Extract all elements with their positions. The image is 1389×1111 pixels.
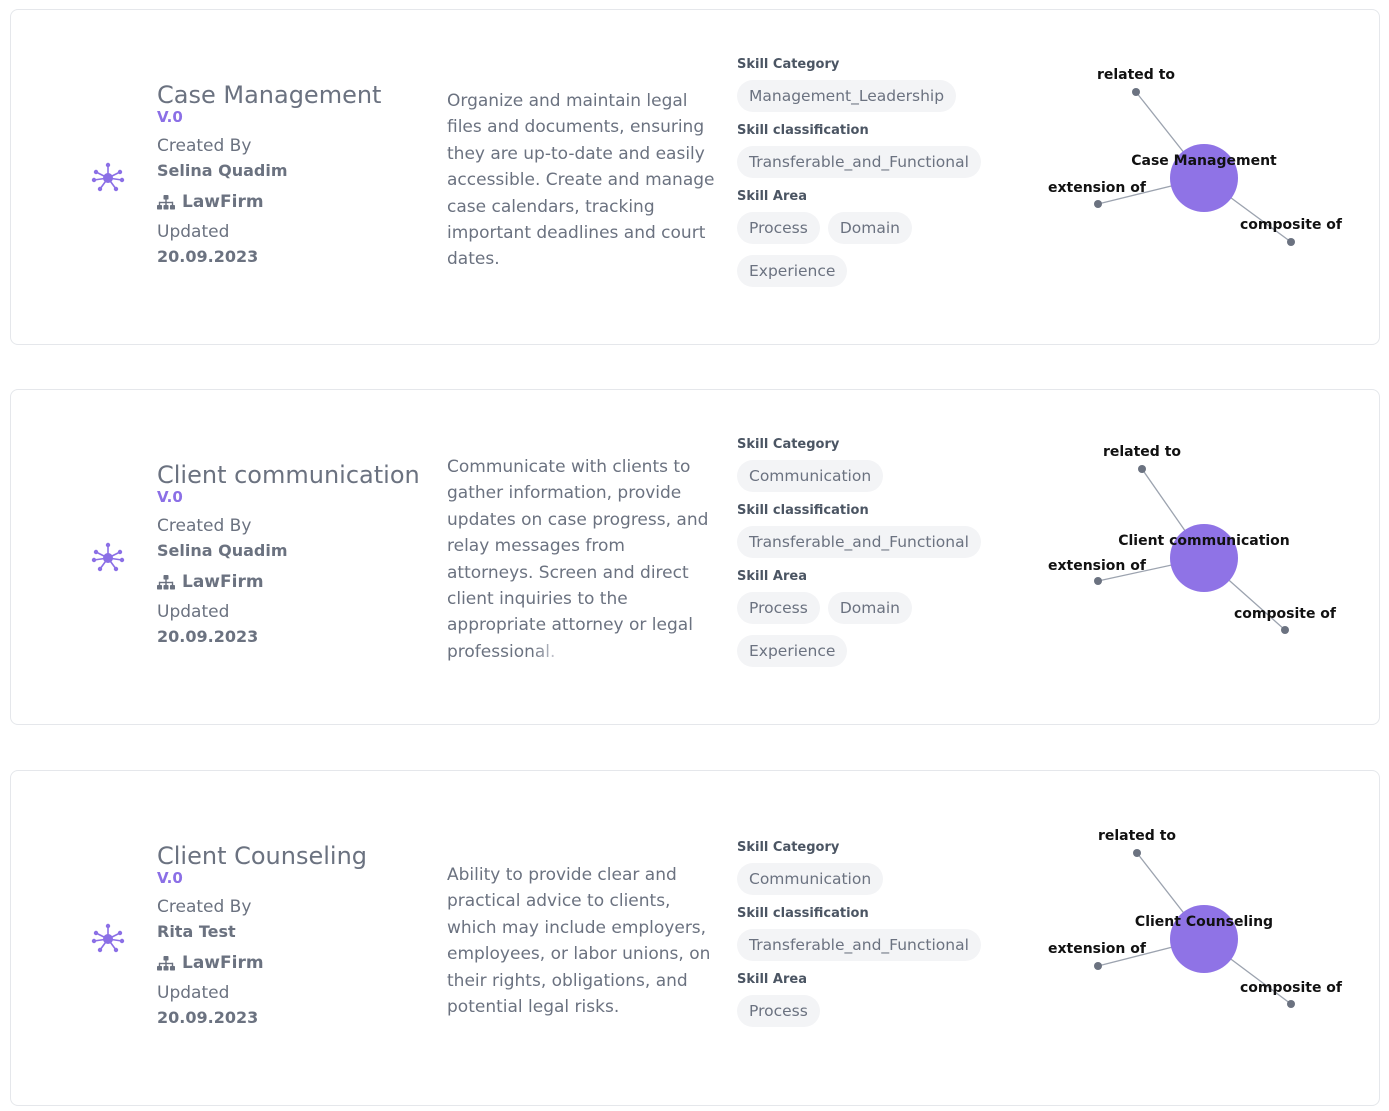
skill-card[interactable]: Case Management V.0 Created By Selina Qu… xyxy=(10,9,1380,345)
center-node[interactable] xyxy=(1170,144,1238,212)
skill-area-chip: Domain xyxy=(827,592,912,624)
center-node[interactable] xyxy=(1170,905,1238,973)
creator-name: Selina Quadim xyxy=(157,541,288,560)
organization: LawFirm xyxy=(157,952,427,974)
description-text: Communicate with clients to gather infor… xyxy=(447,457,709,662)
description-text: Organize and maintain legal files and do… xyxy=(447,91,715,270)
skill-description: Ability to provide clear and practical a… xyxy=(447,862,715,1020)
skill-category-label: Skill Category xyxy=(737,840,840,855)
skill-title[interactable]: Case Management xyxy=(157,81,382,109)
skill-version: V.0 xyxy=(157,869,183,887)
skill-area-chip: Process xyxy=(737,995,820,1027)
skill-relation-graph[interactable]: related to extension of composite of Cas… xyxy=(1041,65,1371,265)
related-node[interactable] xyxy=(1138,465,1146,473)
skill-card[interactable]: Client communication V.0 Created By Seli… xyxy=(10,389,1380,725)
updated-date: 20.09.2023 xyxy=(157,627,259,646)
updated-date: 20.09.2023 xyxy=(157,1008,259,1027)
skill-version: V.0 xyxy=(157,488,183,506)
skill-description: Organize and maintain legal files and do… xyxy=(447,88,715,273)
skill-description: Communicate with clients to gather infor… xyxy=(447,454,715,665)
composite-node[interactable] xyxy=(1287,238,1295,246)
skill-network-icon xyxy=(91,541,125,575)
center-label: Client Counseling xyxy=(1135,914,1273,930)
related-label: related to xyxy=(1097,67,1175,83)
organization-name: LawFirm xyxy=(182,572,264,592)
skill-area-chip: Process xyxy=(737,212,820,244)
created-by-label: Created By xyxy=(157,897,252,917)
skill-area-label: Skill Area xyxy=(737,189,807,204)
creator-name: Rita Test xyxy=(157,922,236,941)
skill-area-chip: Domain xyxy=(827,212,912,244)
organization: LawFirm xyxy=(157,191,427,213)
created-by-label: Created By xyxy=(157,516,252,536)
composite-label: composite of xyxy=(1240,217,1343,233)
center-node[interactable] xyxy=(1170,524,1238,592)
skill-classification-label: Skill classification xyxy=(737,906,869,921)
skill-area-chip: Process xyxy=(737,592,820,624)
skill-title[interactable]: Client communication xyxy=(157,461,420,489)
extension-node[interactable] xyxy=(1094,577,1102,585)
skill-relation-graph[interactable]: related to extension of composite of Cli… xyxy=(1041,826,1371,1026)
skill-area-label: Skill Area xyxy=(737,569,807,584)
related-label: related to xyxy=(1098,828,1176,844)
updated-label: Updated xyxy=(157,222,230,242)
composite-node[interactable] xyxy=(1287,1000,1295,1008)
center-label: Client communication xyxy=(1118,533,1290,549)
center-label: Case Management xyxy=(1131,153,1277,169)
skill-category-label: Skill Category xyxy=(737,437,840,452)
sitemap-icon xyxy=(157,955,175,970)
updated-label: Updated xyxy=(157,602,230,622)
related-node[interactable] xyxy=(1132,88,1140,96)
description-fade-text: onal. xyxy=(513,641,556,662)
sitemap-icon xyxy=(157,574,175,589)
composite-label: composite of xyxy=(1240,980,1343,996)
composite-node[interactable] xyxy=(1281,626,1289,634)
skill-card[interactable]: Client Counseling V.0 Created By Rita Te… xyxy=(10,770,1380,1106)
extension-label: extension of xyxy=(1048,558,1147,574)
skill-classification-chip: Transferable_and_Functional xyxy=(737,146,981,178)
extension-node[interactable] xyxy=(1094,200,1102,208)
extension-label: extension of xyxy=(1048,180,1147,196)
updated-date: 20.09.2023 xyxy=(157,247,259,266)
created-by-label: Created By xyxy=(157,136,252,156)
extension-node[interactable] xyxy=(1094,962,1102,970)
skill-area-chip: Experience xyxy=(737,255,848,287)
composite-label: composite of xyxy=(1234,606,1337,622)
related-node[interactable] xyxy=(1133,849,1141,857)
skill-category-label: Skill Category xyxy=(737,57,840,72)
skill-relation-graph[interactable]: related to extension of composite of Cli… xyxy=(1041,444,1371,645)
skill-area-chip: Experience xyxy=(737,635,848,667)
skill-classification-label: Skill classification xyxy=(737,123,869,138)
skill-category-chip: Communication xyxy=(737,863,884,895)
organization-name: LawFirm xyxy=(182,953,264,973)
skill-classification-chip: Transferable_and_Functional xyxy=(737,526,981,558)
skill-version: V.0 xyxy=(157,108,183,126)
skill-network-icon xyxy=(91,161,125,195)
updated-label: Updated xyxy=(157,983,230,1003)
extension-label: extension of xyxy=(1048,941,1147,957)
related-label: related to xyxy=(1103,444,1181,460)
description-text: Ability to provide clear and practical a… xyxy=(447,865,711,1018)
organization: LawFirm xyxy=(157,571,427,593)
skill-classification-chip: Transferable_and_Functional xyxy=(737,929,981,961)
sitemap-icon xyxy=(157,194,175,209)
creator-name: Selina Quadim xyxy=(157,161,288,180)
skill-classification-label: Skill classification xyxy=(737,503,869,518)
skill-category-chip: Management_Leadership xyxy=(737,80,957,112)
skill-title[interactable]: Client Counseling xyxy=(157,842,368,870)
skill-network-icon xyxy=(91,922,125,956)
skill-category-chip: Communication xyxy=(737,460,884,492)
skill-area-label: Skill Area xyxy=(737,972,807,987)
organization-name: LawFirm xyxy=(182,192,264,212)
